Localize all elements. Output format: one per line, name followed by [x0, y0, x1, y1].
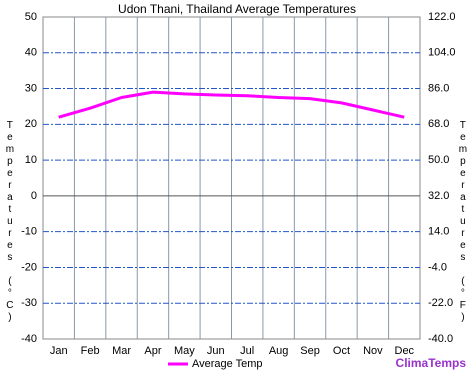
legend-label: Average Temp — [192, 358, 263, 370]
x-tick-label: Jul — [240, 345, 254, 357]
y-axis-label: Temperatures (°C) — [4, 120, 15, 324]
watermark: ClimaTemps — [396, 356, 467, 370]
y-tick-label: -20 — [21, 261, 37, 273]
x-tick-label: Sep — [300, 345, 320, 357]
y-tick-label: 20 — [25, 118, 37, 130]
x-tick-label: Jan — [50, 345, 68, 357]
data-line — [58, 90, 405, 119]
y-tick-label: 40 — [25, 47, 37, 59]
y-tick-label: 0 — [31, 190, 37, 202]
y-tick-label: 10 — [25, 154, 37, 166]
y2-tick-label: -4.0 — [428, 261, 447, 273]
x-tick-label: Feb — [81, 345, 100, 357]
y2-tick-label: 14.0 — [428, 226, 449, 238]
y2-tick-label: 104.0 — [428, 47, 456, 59]
x-tick-label: Apr — [144, 345, 161, 357]
x-tick-label: May — [174, 345, 195, 357]
y2-tick-label: 122.0 — [428, 11, 456, 23]
y2-axis-label: Temperatures (°F) — [457, 120, 468, 324]
y2-tick-label: 50.0 — [428, 154, 449, 166]
x-tick-label: Nov — [363, 345, 383, 357]
x-tick-label: Dec — [395, 345, 415, 357]
y-tick-label: 50 — [25, 11, 37, 23]
x-tick-label: Jun — [207, 345, 225, 357]
y2-tick-label: 68.0 — [428, 118, 449, 130]
y-tick-label: -40 — [21, 333, 37, 345]
y-tick-label: 30 — [25, 82, 37, 94]
chart-title: Udon Thani, Thailand Average Temperature… — [118, 2, 356, 16]
x-tick-label: Aug — [269, 345, 289, 357]
y2-tick-label: -40.0 — [428, 333, 453, 345]
y-tick-label: -10 — [21, 226, 37, 238]
x-tick-label: Oct — [333, 345, 350, 357]
y-tick-label: -30 — [21, 297, 37, 309]
x-tick-label: Mar — [112, 345, 131, 357]
y2-tick-label: 32.0 — [428, 190, 449, 202]
y2-tick-label: 86.0 — [428, 82, 449, 94]
y2-tick-label: -22.0 — [428, 297, 453, 309]
